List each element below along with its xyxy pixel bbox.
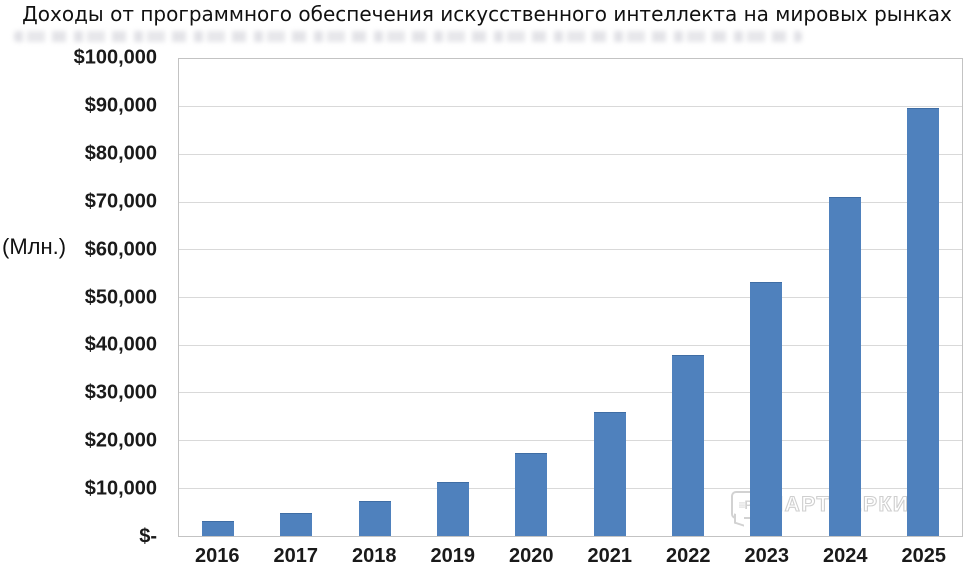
x-tick-label: 2018 <box>352 545 397 567</box>
x-tick-label: 2019 <box>430 545 476 567</box>
x-axis-tick-labels: 2016 2017 2018 2019 2020 2021 2022 2023 2024 2025 <box>178 545 963 575</box>
watermark-logo-glyph: ≡Р <box>738 498 752 512</box>
gridline <box>179 344 962 346</box>
gridline <box>179 392 962 394</box>
bar-2019 <box>437 482 470 536</box>
chart-title: Доходы от программного обеспечения искус… <box>22 2 952 26</box>
x-tick-label: 2023 <box>744 545 790 567</box>
gridline <box>179 249 962 251</box>
x-tick-label: 2022 <box>666 545 711 567</box>
bar-2022 <box>671 354 704 536</box>
y-tick-label: $80,000 <box>84 142 157 165</box>
gridline <box>179 440 962 442</box>
gridline <box>179 201 962 203</box>
y-axis-unit-label: (Млн.) <box>2 234 67 259</box>
gridline <box>179 487 962 489</box>
plot-area: ≡Р ПАРТНЕРКИН <box>178 58 963 537</box>
x-tick-label: 2017 <box>273 545 319 567</box>
y-tick-label: $- <box>139 525 157 548</box>
bar-2025 <box>906 107 939 536</box>
y-tick-label: $100,000 <box>73 46 157 69</box>
gridline <box>179 153 962 155</box>
bar-2023 <box>750 282 783 536</box>
bar-2017 <box>280 513 313 536</box>
y-tick-label: $70,000 <box>84 190 157 213</box>
gridline <box>179 297 962 298</box>
bar-2021 <box>593 411 626 536</box>
x-tick-label: 2021 <box>587 545 633 567</box>
y-tick-label: $50,000 <box>84 286 157 308</box>
y-tick-label: $60,000 <box>84 238 157 261</box>
y-tick-label: $90,000 <box>84 94 157 117</box>
y-tick-label: $30,000 <box>84 381 157 404</box>
y-tick-label: $40,000 <box>84 333 157 356</box>
bars <box>179 59 962 536</box>
x-tick-label: 2025 <box>901 545 947 567</box>
y-tick-label: $20,000 <box>84 429 157 452</box>
gridline <box>179 106 962 108</box>
bar-2020 <box>515 453 548 536</box>
y-tick-label: $10,000 <box>84 477 157 500</box>
bar-2024 <box>828 197 861 536</box>
blurred-watermark-band <box>14 31 802 42</box>
x-tick-label: 2024 <box>823 545 868 567</box>
bar-2016 <box>202 520 235 536</box>
y-axis-tick-labels: $100,000 $90,000 $80,000 $70,000 $60,000 $50,… <box>0 47 157 548</box>
x-tick-label: 2020 <box>509 545 554 567</box>
x-tick-label: 2016 <box>195 545 240 567</box>
bar-2018 <box>358 501 391 536</box>
